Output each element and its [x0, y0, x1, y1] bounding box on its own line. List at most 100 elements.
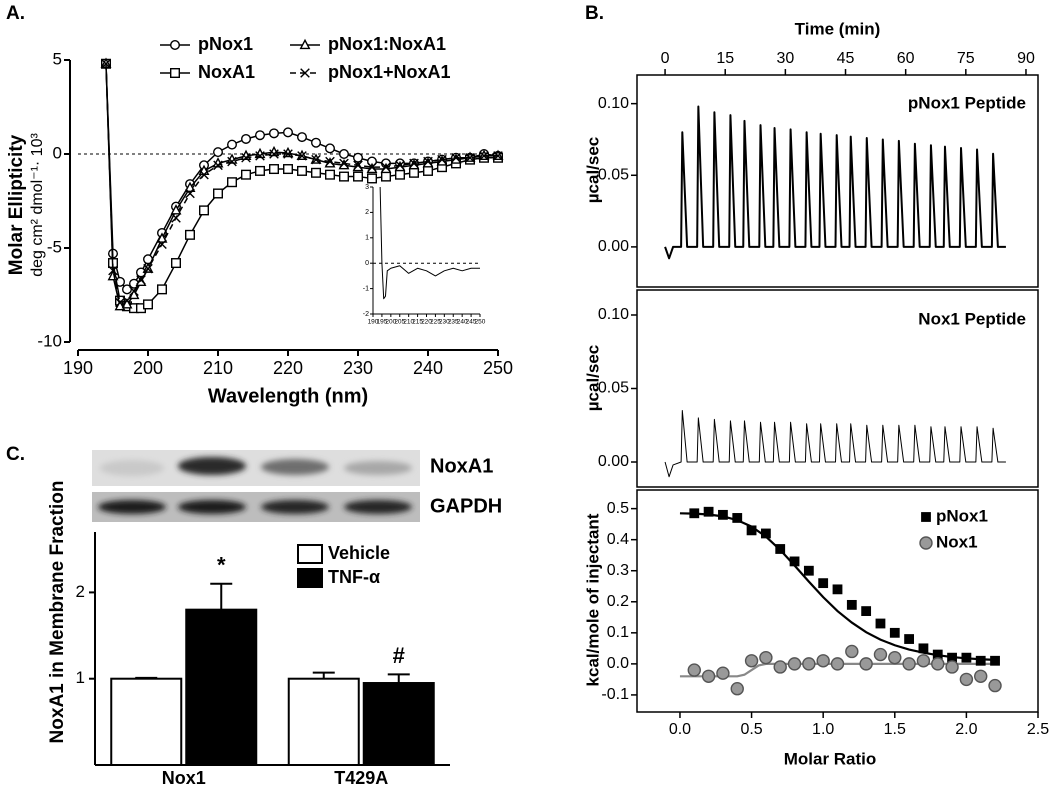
data-point	[269, 128, 280, 139]
data-point	[297, 151, 307, 161]
data-point	[213, 160, 223, 171]
data-point	[845, 644, 859, 659]
error-bar	[312, 671, 335, 679]
y-tick-label: 0.00	[598, 238, 629, 255]
significance-mark: *	[217, 553, 226, 578]
data-point	[353, 160, 363, 171]
data-point	[240, 169, 251, 180]
y-tick-label: 0.0	[607, 655, 629, 672]
error-bar	[387, 673, 410, 684]
legend-label: pNox1:NoxA1	[328, 34, 446, 54]
x-tick-label: 225	[430, 319, 441, 326]
legend-label: NoxA1	[198, 62, 255, 82]
data-point	[409, 158, 419, 169]
data-point	[339, 148, 350, 159]
data-point	[115, 297, 125, 308]
x-tick-label: 205	[394, 319, 405, 326]
data-point	[367, 173, 378, 184]
data-point	[773, 660, 787, 674]
blot-label: GAPDH	[430, 495, 502, 517]
data-point	[311, 167, 322, 178]
data-point	[818, 578, 829, 589]
data-point	[423, 165, 434, 176]
data-point	[990, 655, 1000, 666]
data-point	[185, 188, 195, 199]
y-tick-label: 0.05	[598, 166, 629, 183]
data-point	[325, 169, 336, 180]
legend-swatch	[297, 568, 323, 588]
data-point	[143, 263, 153, 274]
bar	[362, 682, 435, 766]
error-bar	[135, 676, 158, 679]
data-point	[254, 130, 265, 141]
panel-label: A.	[6, 3, 25, 24]
x-tick-label: 90	[1017, 50, 1035, 67]
data-point	[339, 171, 350, 182]
y-tick-label: -1	[363, 285, 369, 292]
blot-band	[98, 500, 166, 514]
data-point	[904, 634, 915, 644]
data-point	[945, 660, 959, 674]
data-point	[916, 654, 931, 668]
data-point	[156, 284, 167, 295]
x-tick-label: 250	[475, 319, 486, 326]
data-point	[212, 188, 223, 199]
data-point	[339, 158, 349, 169]
plot-frame	[636, 489, 1039, 713]
x-axis-label: Wavelength (nm)	[208, 385, 368, 407]
y-tick-label: 0.5	[607, 500, 629, 517]
data-point	[170, 258, 181, 269]
x-tick-label: 230	[439, 319, 450, 326]
series-line	[105, 63, 498, 309]
data-point	[156, 232, 168, 243]
data-point	[744, 654, 759, 668]
x-tick-label: 235	[448, 319, 459, 326]
blot-band	[261, 459, 329, 475]
series-line	[105, 63, 498, 308]
data-point	[170, 204, 182, 215]
data-point	[703, 506, 714, 517]
x-tick-label: 200	[385, 319, 396, 326]
data-point	[730, 682, 744, 696]
x-tick-label: 190	[368, 319, 379, 326]
data-point	[108, 265, 118, 276]
data-point	[974, 669, 988, 683]
data-point	[255, 151, 265, 161]
x-tick-label: 250	[483, 358, 513, 378]
series-line	[105, 63, 499, 291]
blot-band	[344, 461, 412, 475]
y-tick-label: -2	[363, 311, 369, 318]
data-point	[381, 162, 391, 172]
data-point	[226, 177, 237, 188]
western-blot	[92, 450, 420, 522]
data-point	[802, 657, 816, 671]
data-point	[297, 165, 308, 176]
data-point	[746, 525, 757, 536]
bar	[110, 677, 183, 766]
x-tick-label: 245	[466, 319, 477, 326]
data-point	[975, 655, 986, 666]
x-tick-label: 0	[661, 50, 670, 67]
series-line	[664, 410, 1006, 478]
data-point	[437, 154, 447, 165]
x-tick-label: 75	[957, 50, 975, 67]
data-point	[142, 299, 153, 310]
data-point	[254, 165, 265, 176]
y-tick-label: 1	[76, 668, 85, 687]
panel-title: pNox1 Peptide	[908, 93, 1026, 112]
blot-label: NoxA1	[430, 455, 493, 477]
data-point	[465, 152, 475, 163]
y-tick-label: -10	[37, 331, 62, 350]
y-tick-label: 0.10	[598, 306, 629, 323]
y-tick-label: 0.2	[607, 593, 629, 610]
x-tick-label: 0.0	[669, 721, 691, 738]
data-point	[961, 652, 972, 663]
y-tick-label: 3	[365, 184, 369, 191]
x-tick-label: 60	[897, 50, 915, 67]
data-point	[283, 127, 294, 138]
x-tick-label: 30	[776, 50, 794, 67]
y-tick-label: 0	[365, 260, 369, 267]
panel-label: B.	[585, 3, 604, 24]
blot-band	[178, 500, 246, 514]
